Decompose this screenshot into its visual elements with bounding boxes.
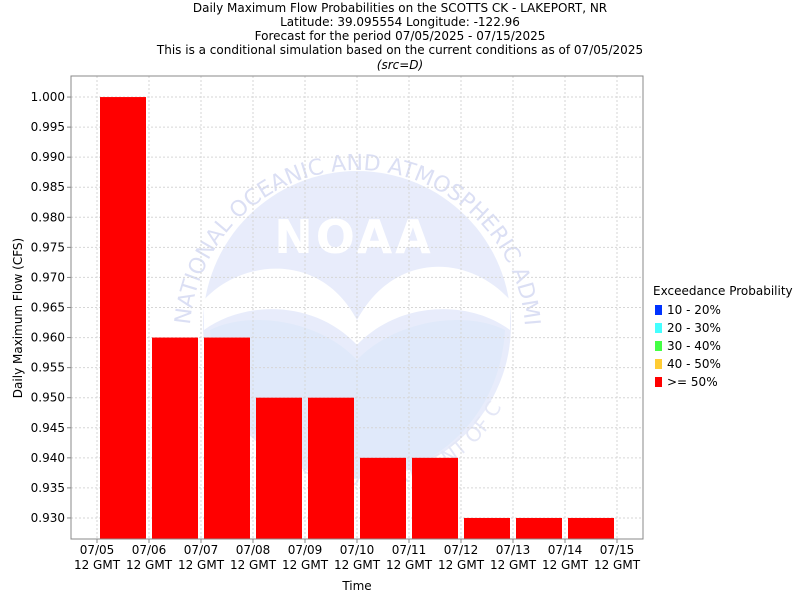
x-tick-label-date: 07/07 [184,543,219,557]
legend-item: 20 - 30% [653,319,793,337]
x-tick-label-time: 12 GMT [490,558,537,572]
x-tick-label-date: 07/13 [496,543,531,557]
legend-swatch [655,305,662,315]
x-tick-label-date: 07/05 [80,543,115,557]
y-tick-label: 0.950 [31,391,65,405]
x-tick-label-time: 12 GMT [126,558,173,572]
chart-title-line-1: Daily Maximum Flow Probabilities on the … [192,1,608,15]
y-tick-label: 1.000 [31,90,65,104]
x-tick-label-date: 07/11 [392,543,427,557]
legend: Exceedance Probability 10 - 20% 20 - 30% 3… [653,284,793,391]
legend-label: 40 - 50% [667,357,721,371]
legend-swatch [655,377,662,387]
legend-item: 40 - 50% [653,355,793,373]
bars-series [100,97,614,539]
chart-title-line-2: Latitude: 39.095554 Longitude: -122.96 [280,15,520,29]
x-tick-label-time: 12 GMT [334,558,381,572]
y-tick-label: 0.995 [31,120,65,134]
bar [360,457,406,539]
bar [568,517,614,539]
chart-title-line-4: This is a conditional simulation based o… [156,43,644,57]
legend-label: 10 - 20% [667,303,721,317]
bar [464,517,510,539]
axes: 0.930 0.935 0.940 0.945 0.950 0.955 0.960 0.965… [31,75,644,572]
y-tick-label: 0.945 [31,421,65,435]
x-tick-label-time: 12 GMT [230,558,277,572]
x-tick-label-date: 07/06 [132,543,167,557]
bar [100,97,146,539]
y-tick-label: 0.970 [31,270,65,284]
chart-subtitle: (src=D) [376,58,424,72]
noaa-logo-text: NOAA [274,210,434,264]
legend-item: 10 - 20% [653,301,793,319]
y-tick-label: 0.935 [31,481,65,495]
bar [152,337,198,539]
x-tick-label-date: 07/12 [444,543,479,557]
x-tick-label-time: 12 GMT [542,558,589,572]
x-tick-label-time: 12 GMT [178,558,225,572]
legend-label: 30 - 40% [667,339,721,353]
y-tick-label: 0.975 [31,240,65,254]
x-tick-label-date: 07/08 [236,543,271,557]
x-tick-label-time: 12 GMT [386,558,433,572]
y-tick-label: 0.990 [31,150,65,164]
x-axis-label: Time [341,579,371,593]
chart-title-line-3: Forecast for the period 07/05/2025 - 07/… [254,29,546,43]
y-tick-label: 0.985 [31,180,65,194]
legend-item: >= 50% [653,373,793,391]
legend-label: >= 50% [667,375,718,389]
bar [256,397,302,539]
bar [516,517,562,539]
y-tick-label: 0.965 [31,301,65,315]
legend-item: 30 - 40% [653,337,793,355]
x-tick-label-time: 12 GMT [74,558,121,572]
y-tick-label: 0.940 [31,451,65,465]
y-tick-label: 0.980 [31,210,65,224]
y-tick-label: 0.960 [31,331,65,345]
legend-swatch [655,341,662,351]
legend-swatch [655,359,662,369]
legend-title: Exceedance Probability [653,284,793,298]
bar [308,397,354,539]
y-tick-label: 0.955 [31,361,65,375]
bar [412,457,458,539]
legend-swatch [655,323,662,333]
y-axis-label: Daily Maximum Flow (CFS) [11,238,25,398]
legend-items: 10 - 20% 20 - 30% 30 - 40% 40 - 50% >= 50% [653,301,793,391]
x-tick-label-time: 12 GMT [594,558,641,572]
x-tick-label-time: 12 GMT [438,558,485,572]
x-tick-label-time: 12 GMT [282,558,329,572]
x-tick-label-date: 07/15 [600,543,635,557]
x-tick-label-date: 07/09 [288,543,323,557]
legend-label: 20 - 30% [667,321,721,335]
x-tick-label-date: 07/10 [340,543,375,557]
x-tick-label-date: 07/14 [548,543,583,557]
y-tick-label: 0.930 [31,511,65,525]
bar [204,337,250,539]
